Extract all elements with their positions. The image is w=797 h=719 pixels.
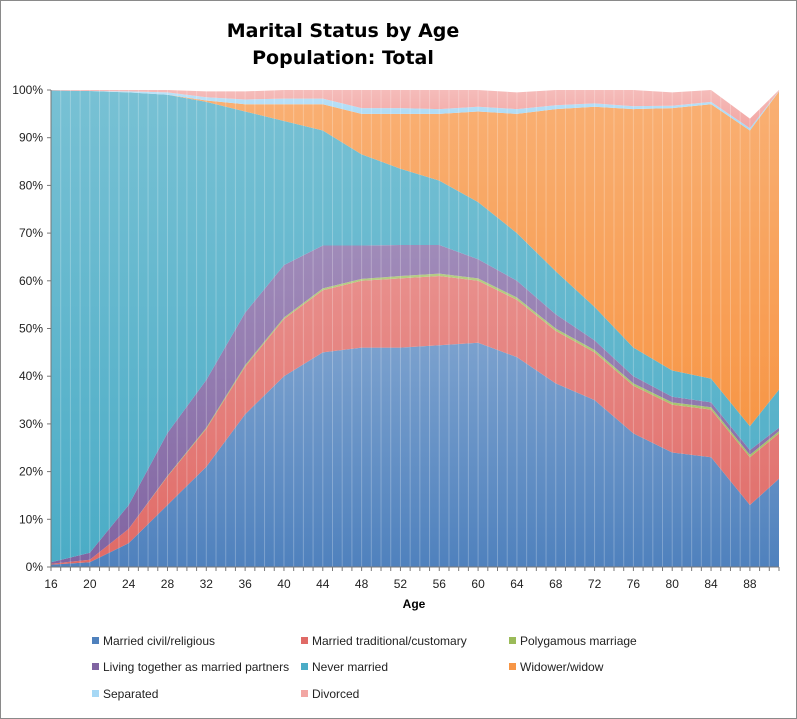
- legend-swatch: [301, 690, 308, 697]
- legend-item-never-married: Never married: [301, 660, 388, 674]
- x-tick-label: 80: [666, 577, 680, 591]
- x-tick-label: 16: [44, 577, 58, 591]
- area-series-living-together-as-married-partners: [51, 245, 779, 564]
- x-tick-label: 20: [83, 577, 97, 591]
- legend-swatch: [92, 663, 99, 670]
- y-tick-label: 40%: [19, 369, 43, 383]
- legend-label: Married civil/religious: [103, 634, 215, 648]
- legend-item-widower-widow: Widower/widow: [509, 660, 604, 674]
- legend-swatch: [509, 637, 516, 644]
- x-tick-label: 68: [549, 577, 563, 591]
- y-tick-label: 80%: [19, 178, 43, 192]
- legend-swatch: [509, 663, 516, 670]
- area-series-widower-widow: [51, 90, 779, 427]
- x-tick-label: 72: [588, 577, 602, 591]
- legend-item-separated: Separated: [92, 687, 158, 701]
- plot-area: [51, 90, 779, 567]
- x-tick-label: 88: [743, 577, 757, 591]
- area-series-separated: [51, 90, 779, 131]
- x-tick-label: 40: [277, 577, 291, 591]
- legend-label: Separated: [103, 687, 158, 701]
- area-series-married-civil-religious: [51, 342, 779, 567]
- y-tick-label: 30%: [19, 417, 43, 431]
- x-tick-label: 24: [122, 577, 136, 591]
- x-axis-label: Age: [403, 597, 426, 611]
- y-tick-label: 90%: [19, 131, 43, 145]
- legend-label: Polygamous marriage: [520, 634, 637, 648]
- area-series-never-married: [51, 90, 779, 563]
- legend-swatch: [301, 637, 308, 644]
- legend-item-married-civil-religious: Married civil/religious: [92, 634, 215, 648]
- y-axis-ticks: 0% 10% 20% 30% 40% 50% 60% 70% 80% 90% 100%: [12, 83, 51, 574]
- legend-item-married-traditional-customary: Married traditional/customary: [301, 634, 467, 648]
- legend-swatch: [92, 690, 99, 697]
- legend-label: Never married: [312, 660, 388, 674]
- legend-label: Widower/widow: [520, 660, 604, 674]
- x-tick-label: 52: [394, 577, 408, 591]
- x-tick-label: 84: [704, 577, 718, 591]
- y-tick-label: 60%: [19, 274, 43, 288]
- legend-swatch: [301, 663, 308, 670]
- legend-swatch: [92, 637, 99, 644]
- x-tick-label: 56: [433, 577, 447, 591]
- x-tick-label: 44: [316, 577, 330, 591]
- chart-subtitle: Population: Total: [252, 47, 434, 69]
- y-tick-label: 100%: [12, 83, 43, 97]
- area-series-married-traditional-customary: [51, 276, 779, 565]
- legend-label: Living together as married partners: [103, 660, 289, 674]
- x-tick-label: 32: [200, 577, 214, 591]
- x-axis-ticks: 16 20 24 28 32 36 40 44 48 52 56 60 64 68 72 76 80 84 88: [44, 567, 780, 591]
- chart-title: Marital Status by Age: [227, 20, 460, 42]
- x-tick-label: 60: [471, 577, 485, 591]
- x-tick-label: 76: [627, 577, 641, 591]
- legend-label: Divorced: [312, 687, 359, 701]
- y-tick-label: 50%: [19, 322, 43, 336]
- legend-item-divorced: Divorced: [301, 687, 359, 701]
- legend: Married civil/religious Married tradition…: [92, 634, 637, 701]
- legend-item-polygamous-marriage: Polygamous marriage: [509, 634, 637, 648]
- x-tick-label: 48: [355, 577, 369, 591]
- x-tick-label: 28: [161, 577, 175, 591]
- y-tick-label: 20%: [19, 465, 43, 479]
- area-series-divorced: [51, 90, 779, 129]
- y-tick-label: 0%: [26, 560, 44, 574]
- y-tick-label: 10%: [19, 512, 43, 526]
- x-tick-label: 64: [510, 577, 524, 591]
- legend-item-living-together-as-married-partners: Living together as married partners: [92, 660, 289, 674]
- x-tick-label: 36: [238, 577, 252, 591]
- vertical-band-texture: [60, 90, 770, 567]
- y-tick-label: 70%: [19, 226, 43, 240]
- legend-label: Married traditional/customary: [312, 634, 467, 648]
